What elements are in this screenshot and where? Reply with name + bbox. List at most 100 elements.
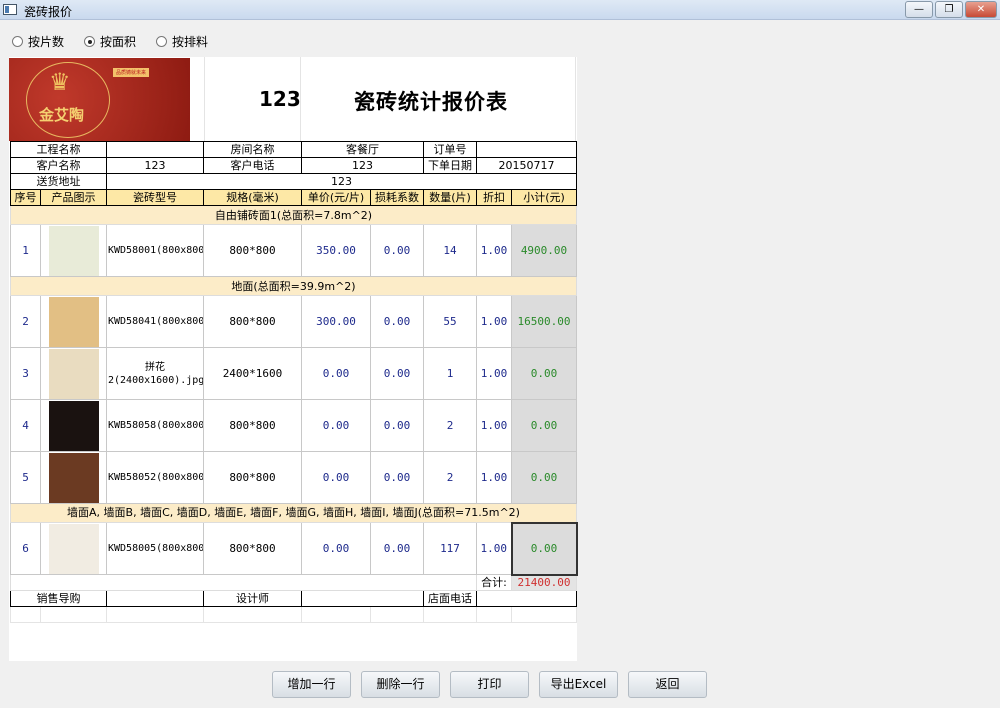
- loss-cell[interactable]: 0.00: [370, 347, 424, 400]
- date-value[interactable]: 20150717: [476, 157, 577, 174]
- no-cell[interactable]: 2: [10, 295, 41, 348]
- loss-cell[interactable]: 0.00: [370, 295, 424, 348]
- export-excel-button[interactable]: 导出Excel: [539, 671, 618, 698]
- price-cell[interactable]: 0.00: [301, 347, 371, 400]
- radio-icon[interactable]: [156, 36, 168, 47]
- loss-cell[interactable]: 0.00: [370, 399, 424, 452]
- customer-label: 客户名称: [10, 157, 107, 174]
- no-cell[interactable]: 4: [10, 399, 41, 452]
- subtotal-cell[interactable]: 0.00: [511, 451, 577, 504]
- subtotal-cell[interactable]: 0.00: [511, 399, 577, 452]
- price-cell[interactable]: 0.00: [301, 522, 371, 575]
- discount-cell[interactable]: 1.00: [476, 522, 512, 575]
- discount-cell[interactable]: 1.00: [476, 224, 512, 277]
- radio-by-layout[interactable]: 按排料: [156, 33, 208, 50]
- column-header: 规格(毫米): [203, 189, 302, 206]
- discount-cell[interactable]: 1.00: [476, 347, 512, 400]
- qty-cell[interactable]: 117: [423, 522, 477, 575]
- close-button[interactable]: ✕: [965, 1, 997, 18]
- no-cell[interactable]: 1: [10, 224, 41, 277]
- back-button[interactable]: 返回: [628, 671, 707, 698]
- store-phone-value[interactable]: [476, 590, 577, 607]
- spec-cell[interactable]: 800*800: [203, 399, 302, 452]
- product-image-cell: [40, 451, 107, 504]
- qty-cell[interactable]: 2: [423, 399, 477, 452]
- no-cell[interactable]: 3: [10, 347, 41, 400]
- radio-by-pieces[interactable]: 按片数: [12, 33, 64, 50]
- radio-icon[interactable]: [12, 36, 23, 47]
- qty-cell[interactable]: 1: [423, 347, 477, 400]
- subtotal-cell[interactable]: 4900.00: [511, 224, 577, 277]
- spec-cell[interactable]: 800*800: [203, 224, 302, 277]
- model-cell[interactable]: KWD58001(800x800): [106, 224, 204, 277]
- model-cell[interactable]: KWB58052(800x800): [106, 451, 204, 504]
- brand-logo: ♛ 金艾陶 品质铸就未来: [9, 58, 190, 141]
- cell: [476, 606, 512, 623]
- mode-radio-group: 按片数 按面积 按排料: [12, 33, 208, 50]
- title-bar: 瓷砖报价 — ❐ ✕: [0, 0, 1000, 20]
- customer-value[interactable]: 123: [106, 157, 204, 174]
- project-value[interactable]: [106, 141, 204, 158]
- model-cell[interactable]: KWD58005(800x800): [106, 522, 204, 575]
- subtotal-cell[interactable]: 16500.00: [511, 295, 577, 348]
- column-header: 瓷砖型号: [106, 189, 204, 206]
- model-cell[interactable]: KWB58058(800x800): [106, 399, 204, 452]
- table-row: 3 拼花2(2400x1600).jpg 2400*1600 0.00 0.00 1 1.0…: [10, 347, 577, 400]
- sheet-title: 瓷砖统计报价表: [354, 90, 508, 114]
- subtotal-cell[interactable]: 0.00: [511, 347, 577, 400]
- tile-thumbnail: [48, 400, 99, 451]
- loss-cell[interactable]: 0.00: [370, 522, 424, 575]
- model-cell[interactable]: 拼花2(2400x1600).jpg: [106, 347, 204, 400]
- discount-cell[interactable]: 1.00: [476, 295, 512, 348]
- loss-cell[interactable]: 0.00: [370, 224, 424, 277]
- add-row-button[interactable]: 增加一行: [272, 671, 351, 698]
- model-cell[interactable]: KWD58041(800x800): [106, 295, 204, 348]
- price-cell[interactable]: 0.00: [301, 451, 371, 504]
- delete-row-button[interactable]: 删除一行: [361, 671, 440, 698]
- price-cell[interactable]: 350.00: [301, 224, 371, 277]
- column-header-row: 序号 产品图示 瓷砖型号 规格(毫米) 单价(元/片) 损耗系数 数量(片) 折扣 小计(元): [10, 189, 577, 206]
- radio-label: 按面积: [100, 35, 137, 49]
- loss-cell[interactable]: 0.00: [370, 451, 424, 504]
- tile-thumbnail: [48, 225, 99, 276]
- group-row: 墙面A, 墙面B, 墙面C, 墙面D, 墙面E, 墙面F, 墙面G, 墙面H, …: [10, 503, 577, 523]
- column-header: 小计(元): [511, 189, 577, 206]
- qty-cell[interactable]: 2: [423, 451, 477, 504]
- info-row: 客户名称 123 客户电话 123 下单日期 20150717: [10, 157, 577, 174]
- product-image-cell: [40, 522, 107, 575]
- tile-thumbnail: [48, 296, 99, 347]
- column-header: 折扣: [476, 189, 512, 206]
- no-cell[interactable]: 6: [10, 522, 41, 575]
- minimize-button[interactable]: —: [905, 1, 933, 18]
- no-cell[interactable]: 5: [10, 451, 41, 504]
- phone-value[interactable]: 123: [301, 157, 424, 174]
- print-button[interactable]: 打印: [450, 671, 529, 698]
- address-value[interactable]: 123: [106, 173, 577, 190]
- cell: [301, 606, 371, 623]
- sales-value[interactable]: [106, 590, 204, 607]
- spacer: [10, 574, 477, 591]
- price-cell[interactable]: 0.00: [301, 399, 371, 452]
- qty-cell[interactable]: 55: [423, 295, 477, 348]
- cell: [370, 606, 424, 623]
- cell: [10, 606, 41, 623]
- column-header: 序号: [10, 189, 41, 206]
- spec-cell[interactable]: 2400*1600: [203, 347, 302, 400]
- subtotal-cell[interactable]: 0.00: [510, 521, 578, 576]
- spec-cell[interactable]: 800*800: [203, 522, 302, 575]
- restore-button[interactable]: ❐: [935, 1, 963, 18]
- room-value[interactable]: 客餐厅: [301, 141, 424, 158]
- radio-by-area[interactable]: 按面积: [84, 33, 136, 50]
- price-cell[interactable]: 300.00: [301, 295, 371, 348]
- order-value[interactable]: [476, 141, 577, 158]
- discount-cell[interactable]: 1.00: [476, 399, 512, 452]
- product-image-cell: [40, 347, 107, 400]
- qty-cell[interactable]: 14: [423, 224, 477, 277]
- column-header: 数量(片): [423, 189, 477, 206]
- radio-checked-icon[interactable]: [84, 36, 96, 47]
- discount-cell[interactable]: 1.00: [476, 451, 512, 504]
- designer-value[interactable]: [301, 590, 424, 607]
- spec-cell[interactable]: 800*800: [203, 295, 302, 348]
- product-image-cell: [40, 295, 107, 348]
- spec-cell[interactable]: 800*800: [203, 451, 302, 504]
